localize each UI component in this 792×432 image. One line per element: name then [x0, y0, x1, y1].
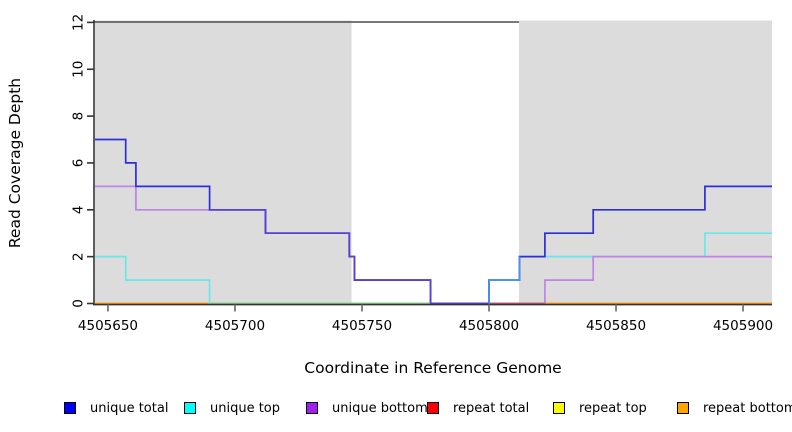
legend-label: repeat total	[453, 400, 530, 416]
x-tick-label-4505650: 4505650	[78, 318, 138, 334]
x-tick-label-4505750: 4505750	[332, 318, 392, 334]
legend-label: repeat bottom	[703, 400, 792, 416]
y-tick-label-8: 8	[71, 112, 87, 121]
legend-swatch-unique-total	[64, 402, 76, 414]
y-tick-label-2: 2	[71, 252, 87, 261]
x-tick-label-4505850: 4505850	[586, 318, 646, 334]
legend-label: unique bottom	[332, 400, 428, 416]
blend-unique-total-over-unique-top	[488, 256, 521, 304]
tick-marks-and-labels: 0 2 4 6 8 10 12 4505650 4505700 4505750 4505800 450…	[71, 14, 773, 334]
y-tick-label-6: 6	[71, 159, 87, 168]
overlap-blend-lines	[209, 208, 545, 305]
y-axis-title: Read Coverage Depth	[6, 78, 24, 248]
x-tick-label-4505900: 4505900	[713, 318, 773, 334]
y-tick-label-0: 0	[71, 299, 87, 308]
legend-item-repeat-top: repeat top	[553, 399, 647, 417]
x-tick-label-4505800: 4505800	[459, 318, 519, 334]
legend: unique total unique top unique bottom repea…	[0, 399, 792, 423]
legend-swatch-unique-top	[184, 402, 196, 414]
legend-item-repeat-total: repeat total	[427, 399, 529, 417]
y-tick-label-12: 12	[71, 14, 87, 31]
legend-label: repeat top	[579, 400, 647, 416]
legend-swatch-repeat-total	[427, 402, 439, 414]
x-tick-label-4505700: 4505700	[205, 318, 265, 334]
x-axis-title: Coordinate in Reference Genome	[304, 359, 561, 377]
legend-label: unique total	[90, 400, 169, 416]
legend-swatch-unique-bottom	[306, 402, 318, 414]
legend-label: unique top	[210, 400, 281, 416]
legend-item-unique-top: unique top	[184, 399, 280, 417]
blend-unique-total-over-unique-bottom	[209, 208, 489, 305]
highlight-region-0	[95, 20, 352, 304]
highlight-regions	[95, 20, 772, 304]
legend-swatch-repeat-top	[553, 402, 565, 414]
legend-item-unique-bottom: unique bottom	[306, 399, 428, 417]
y-tick-label-4: 4	[71, 206, 87, 215]
coverage-plot-svg: 0 2 4 6 8 10 12 4505650 4505700 4505750 4505800 450…	[6, 14, 773, 377]
legend-swatch-repeat-bottom	[677, 402, 689, 414]
highlight-region-1	[518, 20, 772, 304]
y-tick-label-10: 10	[71, 61, 87, 78]
legend-item-unique-total: unique total	[64, 399, 168, 417]
legend-item-repeat-bottom: repeat bottom	[677, 399, 792, 417]
